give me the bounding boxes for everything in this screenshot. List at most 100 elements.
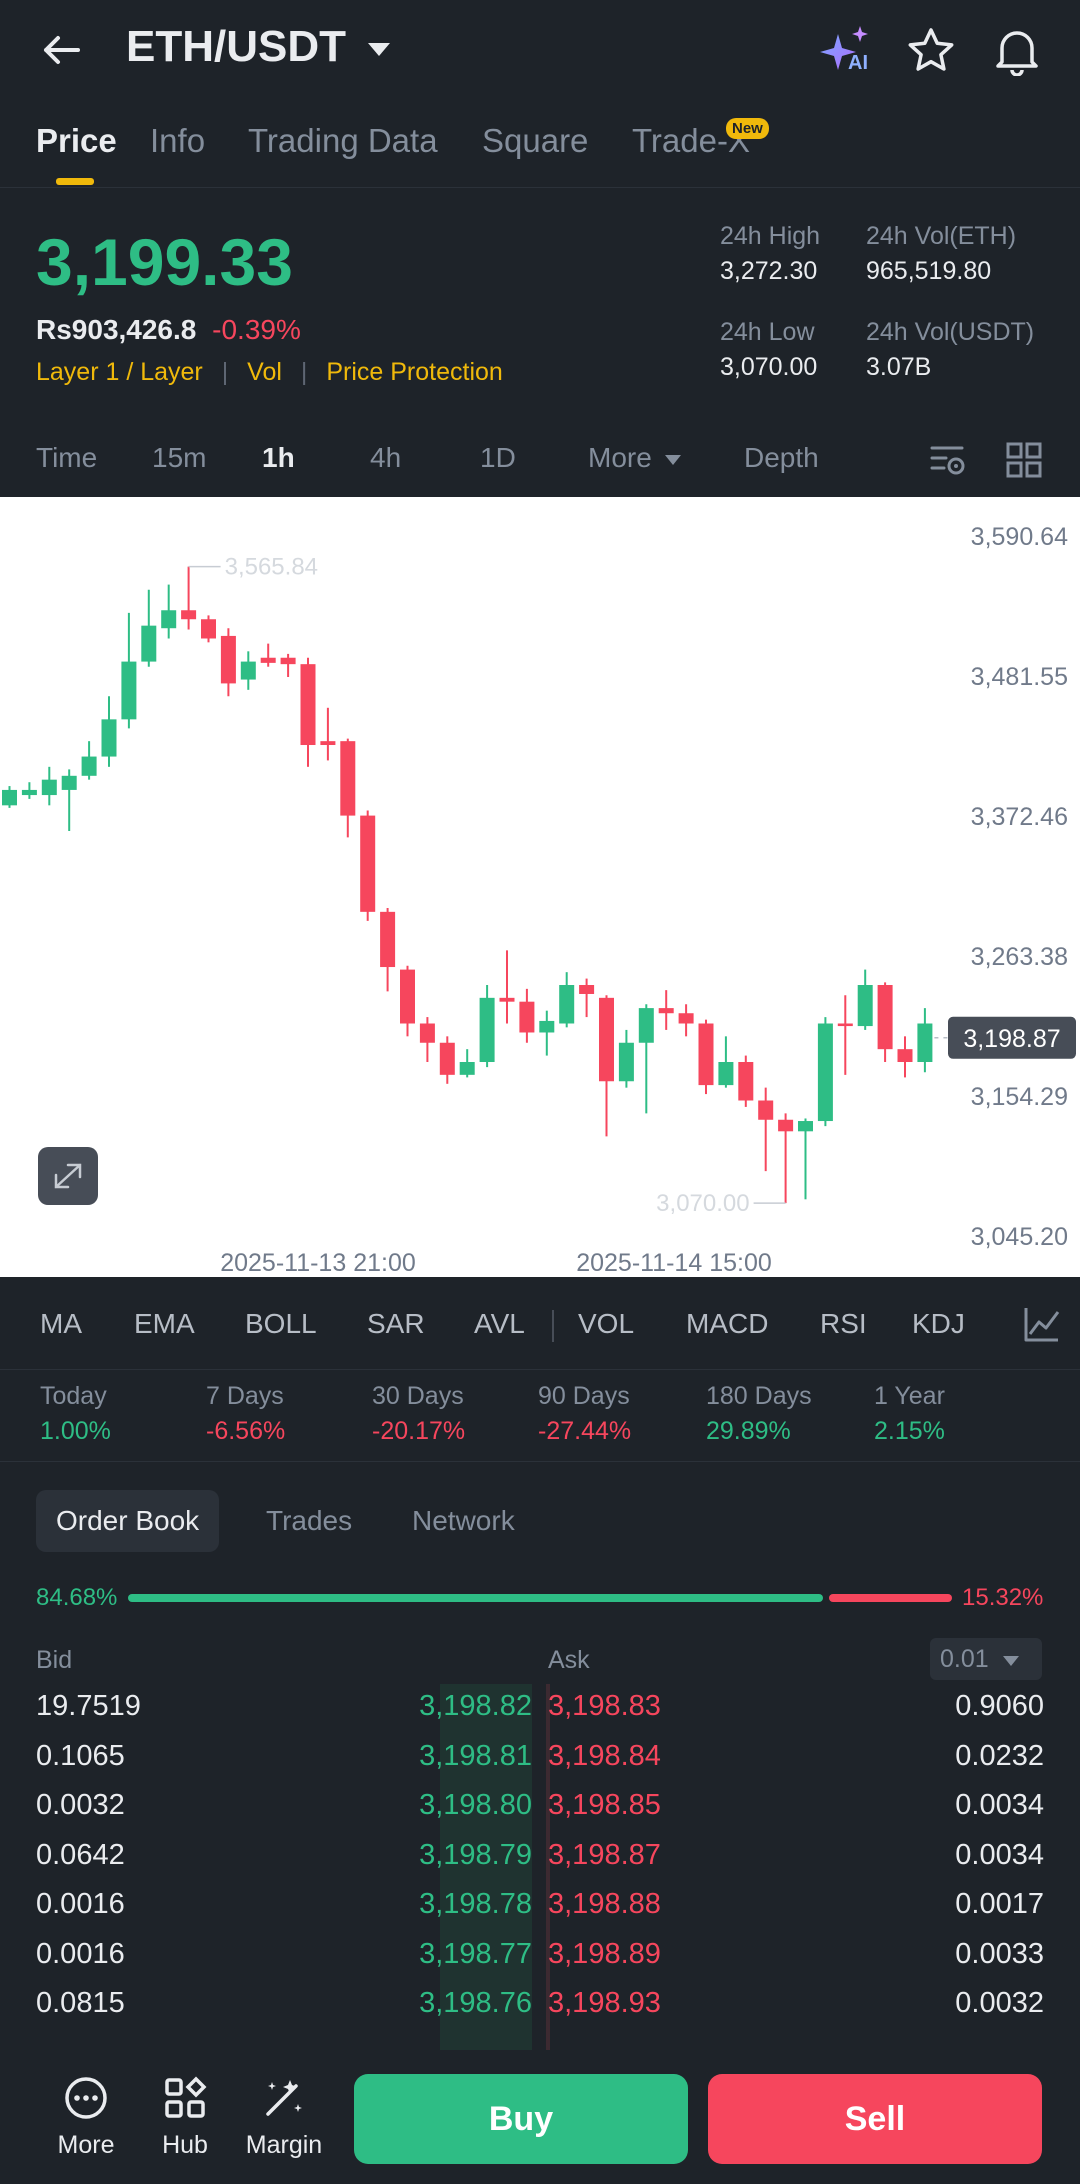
ask-price: 3,198.84 bbox=[548, 1739, 661, 1772]
more-button[interactable]: More bbox=[41, 2076, 131, 2160]
indicator-ma[interactable]: MA bbox=[40, 1308, 82, 1339]
perf-label: 30 Days bbox=[372, 1382, 464, 1410]
top-tabs: Price Info Trading Data Square Trade-X N… bbox=[0, 118, 1080, 188]
indicator-macd[interactable]: MACD bbox=[686, 1308, 769, 1339]
ratio-track bbox=[128, 1594, 952, 1602]
star-icon bbox=[908, 28, 954, 71]
indicator-settings-icon[interactable] bbox=[1022, 1304, 1062, 1344]
candle-body bbox=[917, 1023, 933, 1063]
indicator-bar: MA EMA BOLL SAR AVL VOL MACD RSI KDJ bbox=[0, 1280, 1080, 1370]
ask-qty: 0.0017 bbox=[955, 1888, 1044, 1920]
candle-body bbox=[141, 625, 157, 662]
pair-selector[interactable]: ETH/USDT bbox=[126, 22, 392, 72]
bid-header: Bid bbox=[36, 1646, 73, 1674]
indicator-ema[interactable]: EMA bbox=[134, 1308, 195, 1339]
indicator-boll[interactable]: BOLL bbox=[245, 1308, 317, 1339]
back-button[interactable] bbox=[38, 26, 86, 74]
tab-order-book[interactable]: Order Book bbox=[36, 1490, 220, 1552]
tab-network[interactable]: Network bbox=[412, 1505, 515, 1536]
interval-bar: Time 15m 1h 4h 1D More Depth bbox=[0, 432, 1080, 488]
hub-button[interactable]: Hub bbox=[140, 2076, 230, 2160]
tag-layer[interactable]: Layer 1 / Layer bbox=[36, 358, 203, 386]
tag-vol[interactable]: Vol bbox=[247, 358, 282, 386]
perf-value: 29.89% bbox=[706, 1417, 791, 1445]
interval-4h[interactable]: 4h bbox=[370, 442, 402, 473]
indicator-sar[interactable]: SAR bbox=[367, 1308, 425, 1339]
last-price: 3,199.33 bbox=[36, 225, 293, 299]
candle-body bbox=[599, 997, 614, 1082]
orderbook-row[interactable]: 0.0016 3,198.77 3,198.89 0.0033 bbox=[0, 1938, 1080, 1988]
candle-body bbox=[459, 1062, 475, 1075]
candle-body bbox=[539, 1020, 555, 1033]
ratio-ask-fill bbox=[828, 1594, 952, 1602]
orderbook-row[interactable]: 0.0016 3,198.78 3,198.88 0.0017 bbox=[0, 1888, 1080, 1938]
candle-body bbox=[817, 1023, 833, 1122]
tag-divider: | bbox=[221, 358, 229, 386]
tab-active-indicator bbox=[56, 178, 94, 185]
grid-layout-icon[interactable] bbox=[1004, 440, 1044, 480]
interval-1d[interactable]: 1D bbox=[480, 442, 516, 473]
ask-qty: 0.0034 bbox=[955, 1789, 1044, 1821]
buy-button[interactable]: Buy bbox=[354, 2074, 688, 2164]
interval-time[interactable]: Time bbox=[36, 442, 98, 473]
y-tick-label: 3,590.64 bbox=[971, 523, 1068, 551]
tag-price-protection[interactable]: Price Protection bbox=[326, 358, 503, 386]
bid-price: 3,198.77 bbox=[419, 1937, 532, 1970]
current-price-tag bbox=[948, 1016, 1076, 1059]
tab-square[interactable]: Square bbox=[482, 122, 589, 159]
tab-trading-data[interactable]: Trading Data bbox=[248, 122, 438, 159]
orderbook-row[interactable]: 19.7519 3,198.82 3,198.83 0.9060 bbox=[0, 1690, 1080, 1740]
more-label: More bbox=[57, 2131, 115, 2159]
pair-title: ETH/USDT bbox=[126, 22, 346, 71]
y-tick-label: 3,154.29 bbox=[971, 1083, 1068, 1111]
price-change: -0.39% bbox=[212, 314, 301, 345]
chart-settings-icon[interactable] bbox=[928, 440, 968, 480]
perf-label: 7 Days bbox=[206, 1382, 284, 1410]
expand-chart-button[interactable] bbox=[38, 1147, 98, 1205]
tag-row: Layer 1 / Layer | Vol | Price Protection bbox=[36, 358, 503, 387]
y-tick-label: 3,045.20 bbox=[971, 1223, 1068, 1251]
orderbook-row[interactable]: 0.1065 3,198.81 3,198.84 0.0232 bbox=[0, 1740, 1080, 1790]
bid-depth-shade bbox=[440, 1684, 532, 2050]
bid-price: 3,198.80 bbox=[419, 1789, 532, 1821]
ai-button[interactable]: AI bbox=[820, 24, 874, 76]
candle-body bbox=[380, 911, 396, 968]
interval-1h[interactable]: 1h bbox=[262, 442, 295, 473]
candle-body bbox=[61, 775, 77, 790]
candle-body bbox=[161, 610, 177, 629]
tab-trades[interactable]: Trades bbox=[266, 1505, 353, 1536]
ask-qty: 0.0034 bbox=[955, 1838, 1044, 1871]
sell-button[interactable]: Sell bbox=[708, 2074, 1042, 2164]
bell-icon bbox=[996, 31, 1038, 77]
precision-select[interactable]: 0.01 bbox=[930, 1638, 1042, 1680]
perf-label: 180 Days bbox=[706, 1382, 812, 1410]
price-chart[interactable]: 3,590.64 3,481.55 3,372.46 3,263.38 3,154.29… bbox=[0, 497, 1080, 1277]
orderbook-row[interactable]: 0.0815 3,198.76 3,198.93 0.0032 bbox=[0, 1987, 1080, 2037]
orderbook-row[interactable]: 0.0642 3,198.79 3,198.87 0.0034 bbox=[0, 1839, 1080, 1889]
bid-qty: 0.0016 bbox=[36, 1888, 125, 1920]
perf-1y: 1 Year 2.15% bbox=[874, 1382, 945, 1446]
tab-info[interactable]: Info bbox=[150, 122, 206, 159]
orderbook-tabs: Order Book Trades Network bbox=[36, 1490, 636, 1552]
caret-down-icon bbox=[1002, 1656, 1019, 1666]
indicator-rsi[interactable]: RSI bbox=[820, 1308, 867, 1339]
indicator-vol[interactable]: VOL bbox=[578, 1308, 635, 1339]
candle-body bbox=[240, 661, 256, 680]
interval-more[interactable]: More bbox=[588, 442, 682, 474]
orderbook-row[interactable]: 0.0032 3,198.80 3,198.85 0.0034 bbox=[0, 1789, 1080, 1839]
indicator-kdj[interactable]: KDJ bbox=[912, 1308, 965, 1339]
favorite-button[interactable] bbox=[906, 26, 956, 76]
candle-body bbox=[479, 997, 495, 1063]
y-tick-label: 3,263.38 bbox=[971, 943, 1068, 971]
indicator-avl[interactable]: AVL bbox=[474, 1308, 525, 1339]
interval-15m[interactable]: 15m bbox=[152, 442, 207, 473]
tab-price[interactable]: Price bbox=[36, 122, 117, 159]
alert-button[interactable] bbox=[992, 24, 1042, 77]
interval-depth[interactable]: Depth bbox=[744, 442, 819, 473]
perf-label: 90 Days bbox=[538, 1382, 630, 1410]
margin-wand-icon bbox=[266, 2080, 302, 2116]
margin-button[interactable]: Margin bbox=[239, 2076, 329, 2160]
perf-180d: 180 Days 29.89% bbox=[706, 1382, 812, 1446]
stat-low: 24h Low 3,070.00 bbox=[720, 318, 817, 382]
perf-30d: 30 Days -20.17% bbox=[372, 1382, 465, 1446]
